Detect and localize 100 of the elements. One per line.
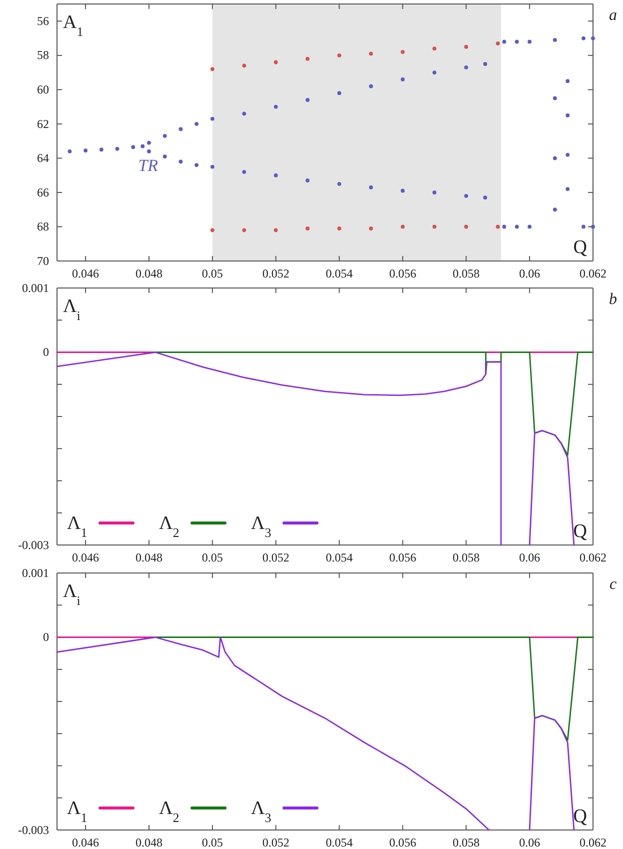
point	[242, 170, 246, 174]
point	[566, 187, 570, 191]
point	[483, 196, 488, 200]
x-tick-label: 0.048	[135, 550, 162, 565]
legend-label: Λ$_{3}$	[251, 513, 272, 540]
x-tick-label: 0.054	[326, 550, 353, 565]
point	[400, 188, 405, 193]
point	[306, 226, 310, 230]
legend-label: Λ$_{1}$	[67, 798, 88, 824]
point	[566, 152, 570, 157]
point	[496, 41, 500, 46]
point	[178, 160, 183, 164]
point	[591, 224, 595, 229]
y-axis-title: A$_{1}$	[63, 12, 84, 38]
x-tick-label: 0.05	[202, 550, 223, 565]
point	[337, 182, 342, 186]
point	[432, 224, 436, 229]
y-tick-label: 58	[37, 48, 49, 62]
point	[552, 156, 557, 160]
point	[432, 190, 436, 194]
point	[242, 228, 246, 232]
point	[591, 36, 595, 40]
point	[552, 38, 557, 42]
x-axis-title: Q	[573, 237, 588, 258]
point	[274, 60, 278, 64]
point	[337, 226, 342, 230]
x-tick-label: 0.054	[326, 836, 353, 849]
point	[194, 122, 199, 126]
point	[369, 185, 373, 190]
x-tick-label: 0.05	[202, 266, 223, 281]
point	[210, 228, 214, 232]
x-tick-label: 0.052	[262, 550, 290, 565]
point	[464, 224, 468, 229]
point	[566, 113, 570, 118]
x-tick-label: 0.058	[452, 836, 480, 849]
line-series	[154, 636, 594, 741]
point	[464, 65, 468, 70]
point	[210, 116, 214, 121]
text: a	[609, 7, 617, 24]
y-tick-label: 0.001	[22, 280, 49, 295]
x-tick-label: 0.052	[262, 266, 290, 281]
point	[147, 140, 151, 145]
point	[502, 40, 506, 44]
point	[274, 173, 278, 178]
point	[432, 46, 436, 50]
point	[162, 154, 167, 158]
x-tick-label: 0.056	[389, 836, 416, 849]
x-tick-label: 0.05	[202, 836, 223, 849]
point	[68, 149, 72, 154]
point	[582, 224, 586, 229]
text: c	[609, 576, 617, 593]
line-series	[154, 352, 594, 456]
point	[400, 224, 405, 229]
point	[400, 50, 405, 54]
point	[369, 52, 373, 56]
y-tick-label: 60	[37, 82, 49, 97]
point	[306, 178, 310, 182]
x-tick-label: 0.062	[580, 836, 606, 849]
y-axis-title: Λ$_{i}$	[63, 296, 81, 322]
y-tick-label: 70	[37, 254, 49, 268]
x-tick-label: 0.046	[72, 266, 100, 281]
point	[552, 208, 557, 212]
y-tick-label: 0	[43, 630, 49, 644]
y-tick-label: -0.003	[18, 822, 49, 837]
y-tick-label: 64	[37, 151, 49, 166]
y-tick-label: 62	[37, 116, 49, 131]
point	[337, 53, 342, 58]
point	[483, 62, 488, 66]
point	[115, 146, 120, 151]
legend-label: Λ$_{1}$	[67, 513, 88, 540]
x-tick-label: 0.062	[580, 550, 606, 565]
point	[99, 148, 104, 152]
point	[306, 56, 310, 61]
x-tick-label: 0.058	[452, 266, 480, 281]
x-tick-label: 0.052	[262, 836, 290, 849]
point	[210, 164, 214, 169]
point	[514, 224, 519, 229]
point	[162, 134, 167, 138]
x-tick-label: 0.056	[389, 550, 416, 565]
y-tick-label: 0	[43, 345, 49, 360]
x-axis-title: Q	[573, 806, 588, 827]
point	[306, 98, 310, 102]
y-tick-label: -0.003	[18, 538, 49, 552]
text: b	[609, 291, 617, 308]
x-tick-label: 0.06	[519, 266, 540, 281]
point	[528, 40, 532, 44]
point	[552, 96, 557, 100]
point	[147, 149, 151, 154]
point	[194, 163, 199, 168]
point	[496, 224, 500, 229]
x-tick-label: 0.058	[452, 550, 480, 565]
x-tick-label: 0.048	[135, 836, 162, 849]
point	[514, 40, 519, 44]
point	[502, 224, 506, 229]
y-tick-label: 66	[37, 185, 49, 200]
point	[464, 194, 468, 198]
point	[400, 77, 405, 82]
legend-label: Λ$_{2}$	[159, 513, 180, 540]
y-tick-label: 0.001	[22, 566, 49, 580]
x-tick-label: 0.046	[72, 836, 100, 849]
